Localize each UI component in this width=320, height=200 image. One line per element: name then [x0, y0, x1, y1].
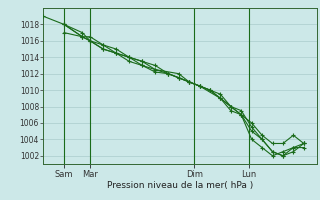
X-axis label: Pression niveau de la mer( hPa ): Pression niveau de la mer( hPa )	[107, 181, 253, 190]
